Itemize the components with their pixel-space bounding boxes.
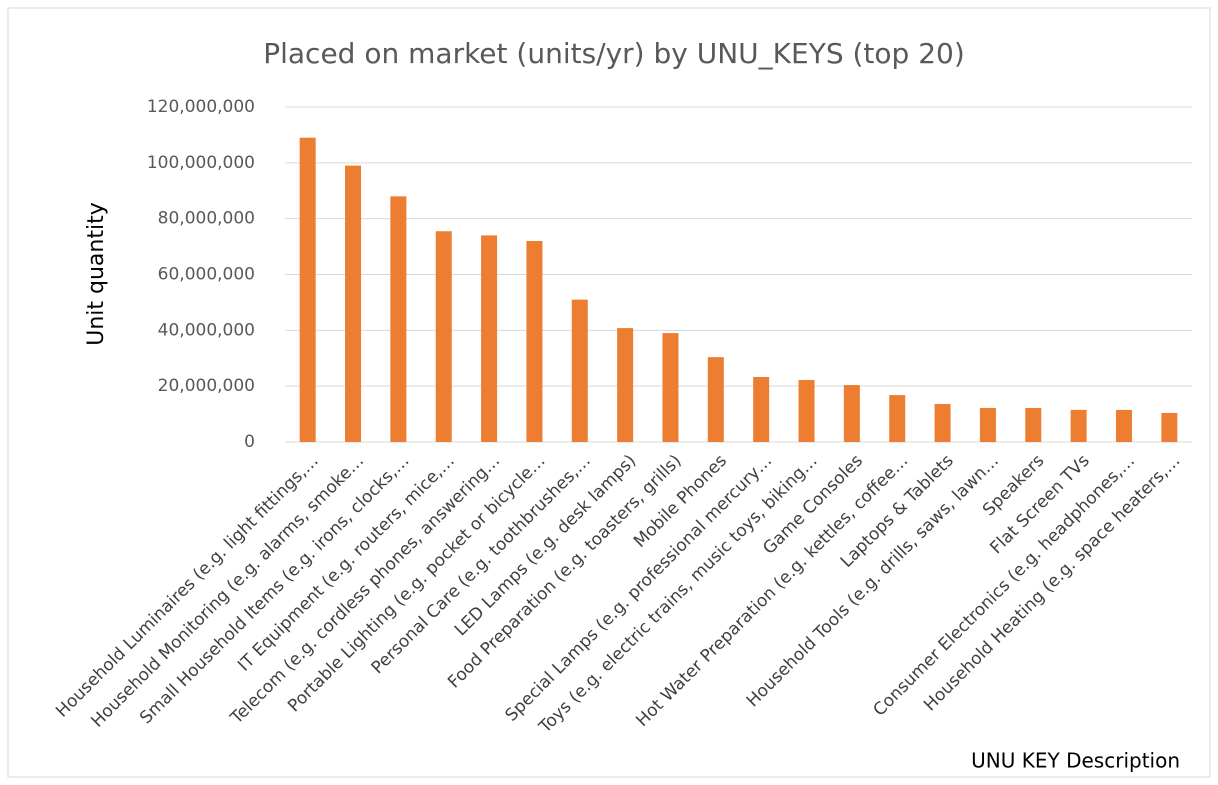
y-tick-label: 80,000,000 xyxy=(158,209,255,229)
chart-frame xyxy=(7,7,1211,778)
x-axis-title: UNU KEY Description xyxy=(971,749,1180,773)
bar xyxy=(435,231,452,442)
bar xyxy=(843,385,860,442)
bar xyxy=(526,241,543,442)
bar xyxy=(753,376,770,442)
bar xyxy=(889,395,906,442)
bar xyxy=(662,333,679,442)
bar xyxy=(1161,412,1178,442)
bar xyxy=(481,235,498,442)
bar xyxy=(1070,409,1087,442)
y-axis-title: Unit quantity xyxy=(84,202,109,346)
y-tick-label: 0 xyxy=(244,432,255,452)
bar xyxy=(299,137,316,443)
y-tick-label: 60,000,000 xyxy=(158,265,255,285)
bar xyxy=(390,196,407,442)
bar xyxy=(571,299,588,442)
bar xyxy=(707,357,724,442)
bar xyxy=(979,407,996,442)
y-tick-label: 40,000,000 xyxy=(158,320,255,340)
bar xyxy=(934,404,951,442)
bar xyxy=(1025,407,1042,442)
bar xyxy=(1115,409,1132,442)
y-tick-label: 120,000,000 xyxy=(147,97,255,117)
y-tick-label: 20,000,000 xyxy=(158,376,255,396)
chart-title: Placed on market (units/yr) by UNU_KEYS … xyxy=(263,37,965,70)
bar xyxy=(617,328,634,442)
bar xyxy=(345,165,362,442)
y-tick-label: 100,000,000 xyxy=(147,153,255,173)
bar xyxy=(798,380,815,442)
